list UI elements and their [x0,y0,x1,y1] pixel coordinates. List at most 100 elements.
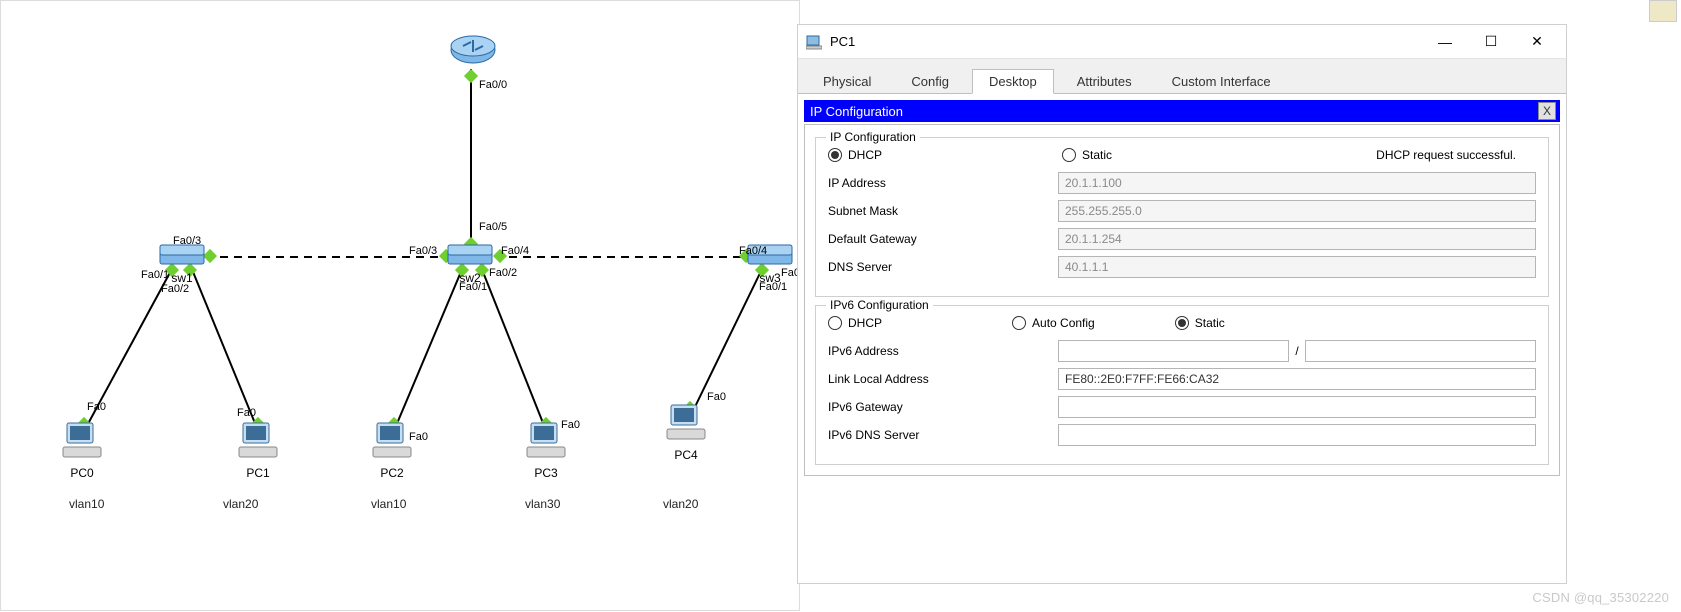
pc-node-pc2[interactable]: PC2 [371,419,413,480]
pc-config-window: PC1 — ☐ ✕ Physical Config Desktop Attrib… [797,24,1567,584]
pc-icon [237,419,279,461]
ipv6-group-legend: IPv6 Configuration [826,298,933,312]
port-label: Fa0/3 [409,245,437,257]
ipv6-mode-auto-radio[interactable]: Auto Config [1012,316,1095,330]
pc-label: PC4 [665,448,707,462]
tab-config[interactable]: Config [894,69,966,93]
ip-address-label: IP Address [828,176,1058,190]
link-layer [1,1,801,612]
pc-icon [61,419,103,461]
pc-icon [371,419,413,461]
subnet-mask-label: Subnet Mask [828,204,1058,218]
port-label: Fa0 [87,401,106,413]
radio-on-icon [828,148,842,162]
radio-off-icon [1062,148,1076,162]
radio-on-icon [1175,316,1189,330]
port-label: Fa0/0 [479,79,507,91]
ipv6-dns-label: IPv6 DNS Server [828,428,1058,442]
port-label: Fa0/1 [759,281,787,293]
background-toolbar [1649,0,1677,22]
ipv6-mode-dhcp-radio[interactable]: DHCP [828,316,882,330]
panel-titlebar: IP Configuration X [804,100,1560,122]
port-label: Fa0/4 [501,245,529,257]
radio-label: Auto Config [1032,316,1095,330]
watermark-text: CSDN @qq_35302220 [1532,590,1669,605]
switch-icon [159,244,205,266]
switch-icon [447,244,493,266]
port-label: Fa0 [561,419,580,431]
window-body: IP Configuration X IP Configuration DHCP… [798,94,1566,582]
dhcp-status-text: DHCP request successful. [1376,148,1536,162]
default-gateway-label: Default Gateway [828,232,1058,246]
vlan-label: vlan20 [663,497,698,511]
panel-title: IP Configuration [810,104,903,119]
port-label: Fa0/2 [161,283,189,295]
window-titlebar[interactable]: PC1 — ☐ ✕ [798,25,1566,59]
tab-attributes[interactable]: Attributes [1060,69,1149,93]
pc-label: PC0 [61,466,103,480]
window-maximize-button[interactable]: ☐ [1468,27,1514,57]
window-close-button[interactable]: ✕ [1514,27,1560,57]
dns-server-label: DNS Server [828,260,1058,274]
port-label: Fa0/1 [459,281,487,293]
port-label: Fa0/2 [489,267,517,279]
pc-node-pc4[interactable]: PC4 [665,401,707,462]
panel-close-button[interactable]: X [1538,102,1556,120]
ipv6-gateway-input[interactable] [1058,396,1536,418]
radio-off-icon [828,316,842,330]
ipv6-address-input[interactable] [1058,340,1289,362]
router-icon [449,34,497,66]
port-label: Fa0/5 [479,221,507,233]
pc-node-pc1[interactable]: PC1 [237,419,279,480]
ipv6-gateway-label: IPv6 Gateway [828,400,1058,414]
port-label: Fa0/4 [739,245,767,257]
port-label: Fa0 [237,407,256,419]
vlan-label: vlan10 [371,497,406,511]
ip-address-input[interactable] [1058,172,1536,194]
radio-off-icon [1012,316,1026,330]
link-local-input[interactable] [1058,368,1536,390]
ipv4-group-legend: IP Configuration [826,130,920,144]
network-topology-canvas[interactable]: Fa0/0 sw1 Fa0/3 Fa0/1 Fa0/2 sw2 Fa0/5 Fa… [0,0,800,611]
default-gateway-input[interactable] [1058,228,1536,250]
pc-label: PC2 [371,466,413,480]
ipv6-dns-input[interactable] [1058,424,1536,446]
note-icon [1649,0,1677,22]
ipv4-mode-static-radio[interactable]: Static [1062,148,1112,162]
vlan-label: vlan30 [525,497,560,511]
ipv6-group: IPv6 Configuration DHCP Auto Config Stat… [815,305,1549,465]
dns-server-input[interactable] [1058,256,1536,278]
router-node[interactable] [449,34,497,69]
link-local-label: Link Local Address [828,372,1058,386]
tab-desktop[interactable]: Desktop [972,69,1054,94]
ip-config-panel: IP Configuration DHCP Static DHCP reques… [804,124,1560,476]
switch-node-sw2[interactable]: sw2 [447,244,493,285]
port-label: Fa0/1 [141,269,169,281]
link-dot [203,249,217,263]
vlan-label: vlan10 [69,497,104,511]
pc-label: PC3 [525,466,567,480]
pc-app-icon [806,34,822,50]
pc-label: PC1 [237,466,279,480]
tab-bar: Physical Config Desktop Attributes Custo… [798,59,1566,94]
subnet-mask-input[interactable] [1058,200,1536,222]
port-label: Fa0 [409,431,428,443]
prefix-separator: / [1289,344,1304,358]
radio-label: Static [1082,148,1112,162]
ipv6-address-label: IPv6 Address [828,344,1058,358]
pc-node-pc0[interactable]: PC0 [61,419,103,480]
radio-label: DHCP [848,316,882,330]
port-label: Fa0/3 [173,235,201,247]
port-label: Fa0 [707,391,726,403]
ipv4-group: IP Configuration DHCP Static DHCP reques… [815,137,1549,297]
radio-label: DHCP [848,148,882,162]
radio-label: Static [1195,316,1225,330]
ipv4-mode-dhcp-radio[interactable]: DHCP [828,148,882,162]
pc-icon [665,401,707,443]
ipv6-mode-static-radio[interactable]: Static [1175,316,1225,330]
ipv6-prefix-input[interactable] [1305,340,1536,362]
window-minimize-button[interactable]: — [1422,27,1468,57]
tab-physical[interactable]: Physical [806,69,888,93]
tab-custom-interface[interactable]: Custom Interface [1155,69,1288,93]
window-title: PC1 [830,34,1422,49]
